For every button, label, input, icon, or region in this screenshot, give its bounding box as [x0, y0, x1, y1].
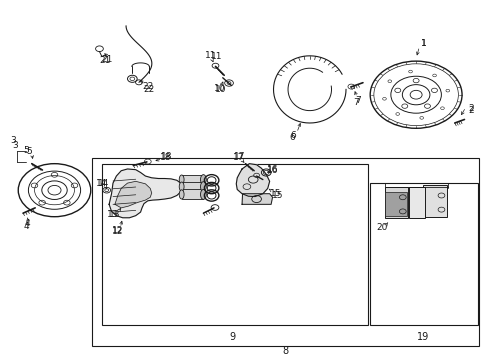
- Text: 10: 10: [214, 85, 225, 94]
- Text: 3: 3: [12, 141, 18, 150]
- Bar: [181, 182, 203, 192]
- Bar: [408, 186, 424, 219]
- Text: 18: 18: [160, 153, 172, 162]
- Text: 16: 16: [266, 166, 278, 175]
- Text: 15: 15: [271, 191, 283, 200]
- Bar: [385, 192, 407, 216]
- Text: 8: 8: [282, 346, 288, 356]
- Polygon shape: [109, 169, 181, 218]
- Text: 3: 3: [11, 136, 16, 145]
- Text: 15: 15: [270, 189, 281, 198]
- Text: 7: 7: [352, 98, 358, 107]
- Ellipse shape: [200, 175, 206, 185]
- Text: 16: 16: [266, 165, 278, 174]
- Ellipse shape: [179, 190, 183, 199]
- Ellipse shape: [200, 182, 206, 192]
- Bar: [92, 158, 478, 346]
- Ellipse shape: [200, 189, 206, 199]
- Text: 22: 22: [142, 82, 153, 91]
- Bar: [423, 185, 446, 217]
- Text: 7: 7: [354, 95, 360, 104]
- Text: 12: 12: [112, 226, 123, 235]
- Text: 22: 22: [143, 85, 154, 94]
- Text: 4: 4: [24, 219, 30, 228]
- Polygon shape: [115, 181, 151, 208]
- Polygon shape: [242, 194, 272, 204]
- Text: 13: 13: [107, 211, 119, 220]
- Bar: [384, 186, 407, 219]
- Ellipse shape: [179, 175, 183, 184]
- Text: 5: 5: [23, 146, 29, 155]
- Bar: [102, 164, 367, 325]
- Text: 4: 4: [23, 222, 29, 231]
- Text: 17: 17: [232, 153, 244, 162]
- Text: 21: 21: [101, 55, 112, 64]
- Bar: [369, 183, 477, 325]
- Text: 18: 18: [161, 152, 173, 161]
- Text: 13: 13: [109, 211, 121, 220]
- Text: 21: 21: [100, 55, 111, 64]
- Ellipse shape: [179, 182, 183, 191]
- Text: 14: 14: [96, 179, 107, 188]
- Bar: [181, 189, 203, 199]
- Text: 6: 6: [288, 133, 294, 142]
- Text: 1: 1: [420, 39, 426, 48]
- Text: 2: 2: [467, 104, 472, 113]
- Text: 20: 20: [376, 223, 387, 232]
- Text: 1: 1: [420, 39, 426, 48]
- Text: 17: 17: [233, 152, 245, 161]
- Text: 9: 9: [229, 332, 235, 342]
- Text: 10: 10: [213, 84, 224, 93]
- Text: 11: 11: [204, 51, 216, 60]
- Bar: [181, 175, 203, 185]
- Text: 5: 5: [26, 147, 32, 156]
- Text: 14: 14: [98, 179, 109, 188]
- Text: 19: 19: [416, 332, 428, 342]
- Polygon shape: [236, 164, 269, 197]
- Text: 12: 12: [112, 227, 123, 236]
- Text: 2: 2: [467, 106, 472, 115]
- Text: 11: 11: [211, 52, 222, 61]
- Text: 6: 6: [289, 131, 295, 140]
